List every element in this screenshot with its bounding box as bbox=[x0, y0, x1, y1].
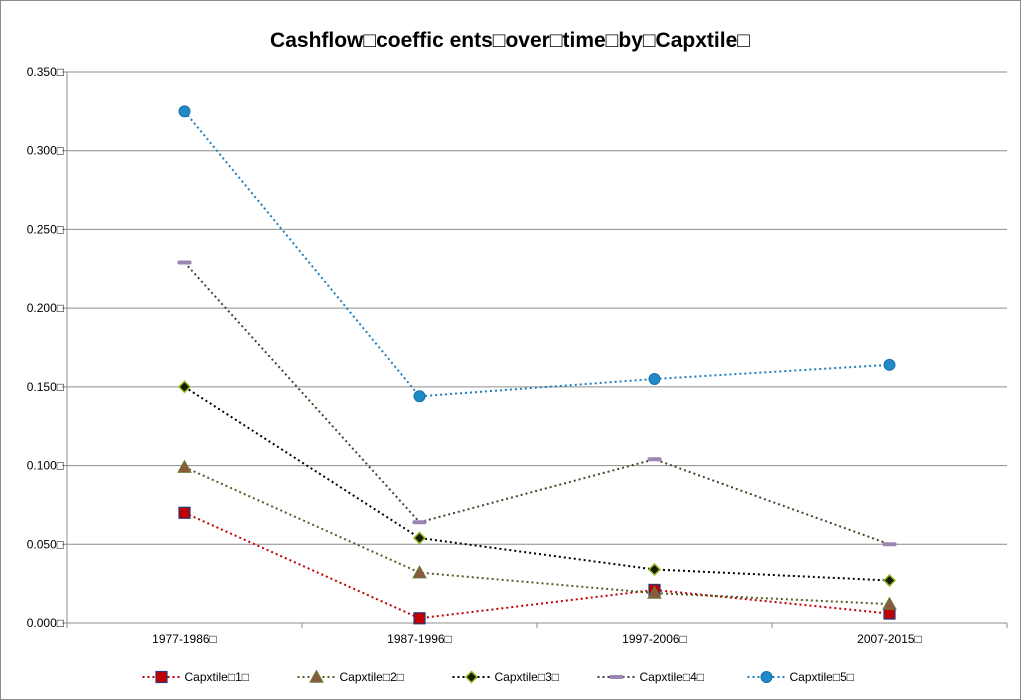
data-point bbox=[882, 596, 897, 610]
legend-label: Capxtile□5□ bbox=[790, 670, 855, 684]
series-layer bbox=[177, 105, 897, 625]
series-4 bbox=[177, 260, 897, 547]
legend-item: Capxtile□1□ bbox=[142, 670, 250, 684]
legend-label: Capxtile□3□ bbox=[495, 670, 560, 684]
legend-marker bbox=[309, 669, 324, 683]
y-tick-label: 0.300□ bbox=[27, 144, 64, 158]
data-point bbox=[178, 506, 191, 519]
series-2 bbox=[177, 459, 897, 610]
legend-label: Capxtile□4□ bbox=[640, 670, 705, 684]
series-3 bbox=[177, 380, 897, 588]
series-5 bbox=[178, 105, 896, 403]
data-point bbox=[412, 531, 427, 545]
series-1 bbox=[178, 506, 896, 625]
data-point bbox=[413, 612, 426, 625]
y-tick-label: 0.150□ bbox=[27, 380, 64, 394]
legend-marker bbox=[155, 670, 168, 684]
legend-label: Capxtile□2□ bbox=[340, 670, 405, 684]
data-point bbox=[647, 457, 662, 462]
data-point bbox=[647, 562, 662, 577]
data-point bbox=[177, 380, 192, 394]
data-point bbox=[412, 520, 427, 525]
data-point bbox=[177, 260, 192, 265]
legend: Capxtile□1□ Capxtile□2□ Capxtile□3□ Capxtil… bbox=[142, 669, 855, 684]
data-point bbox=[883, 358, 896, 371]
data-point bbox=[412, 565, 427, 579]
chart-title: Cashflow□coeffic ents□over□time□by□Capxt… bbox=[270, 29, 750, 52]
data-point bbox=[882, 573, 897, 588]
series-line bbox=[183, 261, 890, 546]
legend-marker bbox=[464, 670, 479, 684]
series-line bbox=[183, 110, 890, 398]
legend-label: Capxtile□1□ bbox=[185, 670, 250, 684]
x-tick-label: 1987-1996□ bbox=[387, 632, 452, 646]
y-tick-label: 0.050□ bbox=[27, 537, 64, 551]
axes: 0.000□ 0.050□ 0.100□ 0.150□ 0.200□ 0.250□ 0.30… bbox=[27, 65, 1008, 646]
x-tick-label: 1997-2006□ bbox=[622, 632, 687, 646]
y-tick-label: 0.350□ bbox=[27, 65, 64, 79]
data-point bbox=[648, 372, 661, 385]
series-line bbox=[184, 511, 890, 620]
series-line bbox=[183, 386, 890, 582]
data-point bbox=[178, 105, 191, 118]
y-tick-label: 0.250□ bbox=[27, 222, 64, 236]
x-tick-label: 2007-2015□ bbox=[857, 632, 922, 646]
y-tick-label: 0.200□ bbox=[27, 301, 64, 315]
y-tick-label: 0.100□ bbox=[27, 459, 64, 473]
gridlines bbox=[67, 71, 1007, 624]
legend-item: Capxtile□4□ bbox=[597, 670, 705, 684]
series-line bbox=[184, 466, 890, 606]
legend-item: Capxtile□5□ bbox=[747, 670, 855, 684]
data-point bbox=[177, 459, 192, 473]
legend-item: Capxtile□2□ bbox=[297, 669, 405, 684]
legend-item: Capxtile□3□ bbox=[452, 670, 560, 684]
legend-marker bbox=[760, 671, 773, 683]
x-tick-label: 1977-1986□ bbox=[152, 632, 217, 646]
legend-marker bbox=[609, 675, 624, 679]
y-tick-label: 0.000□ bbox=[27, 616, 64, 630]
data-point bbox=[647, 585, 662, 599]
data-point bbox=[413, 390, 426, 403]
data-point bbox=[882, 542, 897, 547]
